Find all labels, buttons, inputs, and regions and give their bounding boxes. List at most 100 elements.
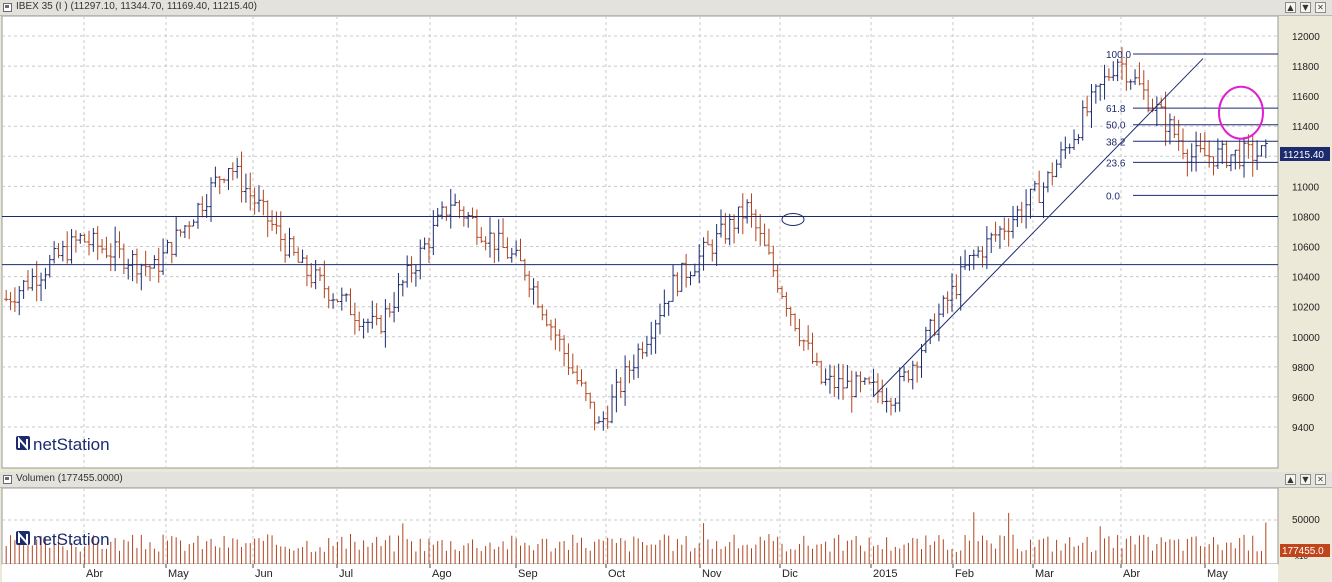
price-bar-176 [771, 245, 776, 277]
volume-scroll-down-button[interactable]: ▼ [1300, 474, 1311, 485]
price-bar-288 [1259, 145, 1264, 157]
price-bar-106 [466, 212, 471, 228]
price-bar-175 [766, 228, 771, 255]
price-y-tick-6: 10600 [1292, 243, 1320, 254]
x-tick-label-10: Feb [955, 568, 974, 580]
highlight-circle [1218, 85, 1264, 140]
price-bar-104 [457, 200, 462, 219]
scroll-down-button[interactable]: ▼ [1300, 2, 1311, 13]
fib-label-5: 0.0 [1106, 191, 1120, 202]
price-y-tick-1: 9600 [1292, 393, 1315, 404]
price-bar-147 [644, 335, 649, 357]
price-bar-65 [287, 227, 292, 258]
price-bar-281 [1228, 154, 1233, 172]
x-tick-label-1: May [168, 568, 189, 580]
price-bar-118 [518, 238, 523, 262]
price-bar-41 [182, 224, 187, 238]
price-bar-179 [784, 291, 789, 317]
price-bar-259 [1133, 69, 1138, 85]
price-bar-101 [444, 206, 449, 221]
price-bars [4, 47, 1268, 431]
volume-close-button[interactable]: ✕ [1315, 474, 1326, 485]
price-bar-1 [8, 292, 13, 311]
x-tick-label-9: 2015 [873, 568, 897, 580]
price-bar-241 [1054, 159, 1059, 178]
price-bar-231 [1011, 206, 1016, 239]
price-bar-210 [919, 343, 924, 378]
price-bar-32 [143, 250, 148, 277]
price-bar-28 [126, 258, 131, 280]
price-bar-243 [1063, 136, 1068, 159]
price-bar-163 [714, 224, 719, 266]
price-bar-17 [78, 233, 83, 244]
volume-scroll-up-button[interactable]: ▲ [1285, 474, 1296, 485]
volume-panel-titlebar[interactable]: Volumen (177455.0000) ▲ ▼ ✕ [0, 472, 1332, 488]
price-bar-191 [836, 363, 841, 400]
price-panel-titlebar[interactable]: IBEX 35 (I ) (11297.10, 11344.70, 11169.… [0, 0, 1332, 16]
price-bar-20 [91, 227, 96, 252]
price-bar-216 [945, 291, 950, 314]
x-tick-label-7: Nov [702, 568, 722, 580]
price-bar-224 [980, 246, 985, 268]
price-bar-146 [640, 341, 645, 360]
price-bar-31 [139, 263, 144, 291]
price-bar-126 [553, 318, 558, 350]
price-bar-254 [1111, 61, 1116, 81]
price-bar-14 [65, 231, 70, 264]
price-bar-110 [483, 236, 488, 251]
price-bar-107 [470, 207, 475, 219]
price-y-tick-12: 11800 [1292, 62, 1320, 73]
trendline [872, 58, 1204, 398]
price-bar-121 [531, 278, 536, 305]
price-bar-68 [300, 249, 305, 263]
fib-label-0: 100.0 [1106, 50, 1131, 61]
volume-chart[interactable]: Abr May Jun Jul Ago Sep Oct Nov Dic 2015 Feb Mar Abr… [0, 488, 1332, 582]
price-bar-16 [73, 230, 78, 253]
volume-panel: Volumen (177455.0000) ▲ ▼ ✕ Abr May Jun Jul… [0, 472, 1332, 582]
price-bar-47 [209, 177, 214, 223]
price-bar-91 [400, 279, 405, 297]
price-bar-56 [248, 172, 253, 211]
price-bar-236 [1032, 180, 1037, 192]
price-bar-130 [570, 353, 575, 374]
price-bar-202 [884, 387, 889, 413]
price-bar-128 [562, 335, 567, 367]
price-bar-203 [888, 397, 893, 416]
price-bar-190 [832, 365, 837, 398]
price-bar-207 [906, 370, 911, 383]
price-bar-0 [4, 289, 9, 302]
price-bar-196 [858, 371, 863, 393]
price-bar-29 [130, 250, 135, 282]
price-bar-220 [963, 249, 968, 270]
price-bar-170 [745, 199, 750, 224]
price-bar-21 [95, 226, 100, 261]
price-bar-258 [1128, 79, 1133, 90]
price-bar-286 [1250, 134, 1255, 177]
price-bar-11 [52, 241, 57, 264]
price-y-tick-5: 10400 [1292, 273, 1320, 284]
price-chart[interactable]: 9400 9600 9800 10000 10200 10400 10600 10800 110… [0, 16, 1332, 470]
close-panel-button[interactable]: ✕ [1315, 2, 1326, 13]
price-bar-230 [1006, 218, 1011, 247]
price-bar-85 [374, 303, 379, 326]
price-bar-96 [422, 237, 427, 250]
price-bar-206 [902, 366, 907, 382]
price-bar-151 [662, 289, 667, 318]
price-bar-140 [614, 368, 619, 413]
price-bar-265 [1159, 97, 1164, 109]
price-bar-168 [736, 206, 741, 234]
last-price-label: 11215.40 [1283, 150, 1324, 161]
price-bar-139 [610, 384, 615, 424]
scroll-up-button[interactable]: ▲ [1285, 2, 1296, 13]
netstation-logo-volume-text: netStation [33, 530, 110, 549]
price-bar-30 [134, 248, 139, 284]
price-bar-57 [252, 187, 257, 215]
price-bar-282 [1233, 149, 1238, 170]
price-bar-7 [34, 260, 39, 302]
last-volume-label: 177455.0 [1282, 546, 1324, 557]
fib-label-3: 38.2 [1106, 137, 1126, 148]
price-bar-260 [1137, 62, 1142, 86]
price-bar-49 [217, 175, 222, 195]
price-bar-92 [405, 255, 410, 288]
price-bar-266 [1163, 91, 1168, 146]
